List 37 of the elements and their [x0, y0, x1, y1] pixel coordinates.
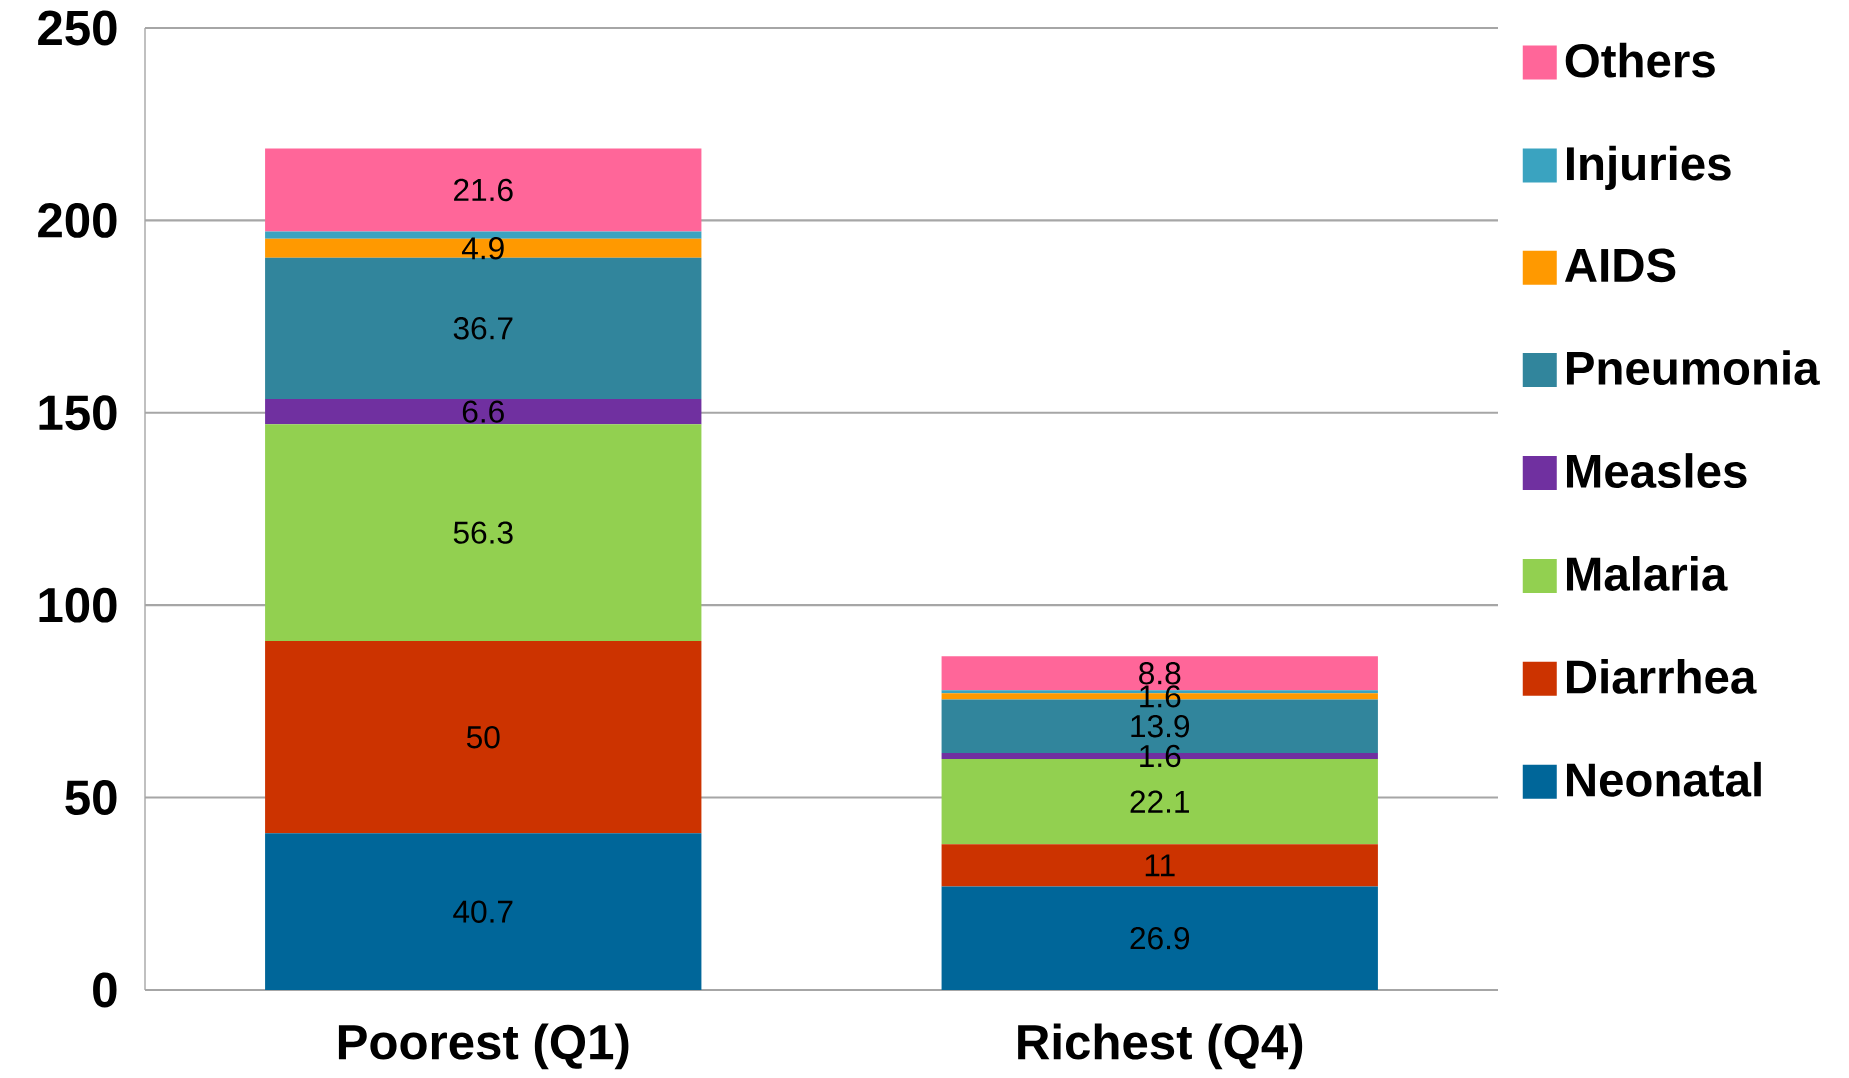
y-tick-label: 200	[38, 202, 117, 238]
legend-label: Diarrhea	[1566, 658, 1757, 694]
bar	[265, 833, 702, 990]
y-tick-label: 250	[38, 10, 117, 46]
legend-label: Others	[1565, 42, 1715, 78]
bar	[265, 238, 702, 258]
bar	[941, 844, 1378, 887]
bar	[941, 886, 1378, 990]
data-label: 26.9	[1130, 927, 1190, 950]
legend-label: Malaria	[1566, 556, 1728, 591]
data-label: 50	[466, 725, 500, 749]
x-tick-label: Richest (Q4)	[1018, 1023, 1303, 1070]
y-tick-label: 150	[39, 395, 117, 431]
data-label: 13.9	[1131, 714, 1190, 738]
bar	[265, 424, 702, 641]
y-tick-label: 50	[65, 780, 117, 816]
legend-label: Measles	[1566, 453, 1747, 488]
data-label: 6.6	[462, 400, 504, 423]
data-label: 40.7	[453, 900, 513, 923]
data-label: 8.8	[1139, 662, 1181, 685]
data-label: 56.3	[453, 521, 513, 544]
bar	[265, 148, 702, 232]
bar	[265, 640, 702, 834]
bar	[265, 398, 702, 425]
bar	[265, 231, 702, 239]
legend-label: Pneumonia	[1566, 350, 1820, 386]
legend-label: Neonatal	[1566, 761, 1761, 797]
data-label: 4.9	[461, 237, 504, 260]
data-label: 11	[1145, 854, 1175, 877]
data-label: 21.6	[454, 178, 513, 202]
legend-label: AIDS	[1564, 248, 1676, 283]
y-tick-label: 100	[39, 587, 117, 623]
y-tick-label: 0	[93, 972, 117, 1008]
data-label: 22.1	[1130, 790, 1189, 813]
x-tick-label: Poorest (Q1)	[338, 1023, 629, 1070]
legend-label: Injuries	[1566, 145, 1731, 190]
data-label: 36.7	[453, 317, 513, 340]
